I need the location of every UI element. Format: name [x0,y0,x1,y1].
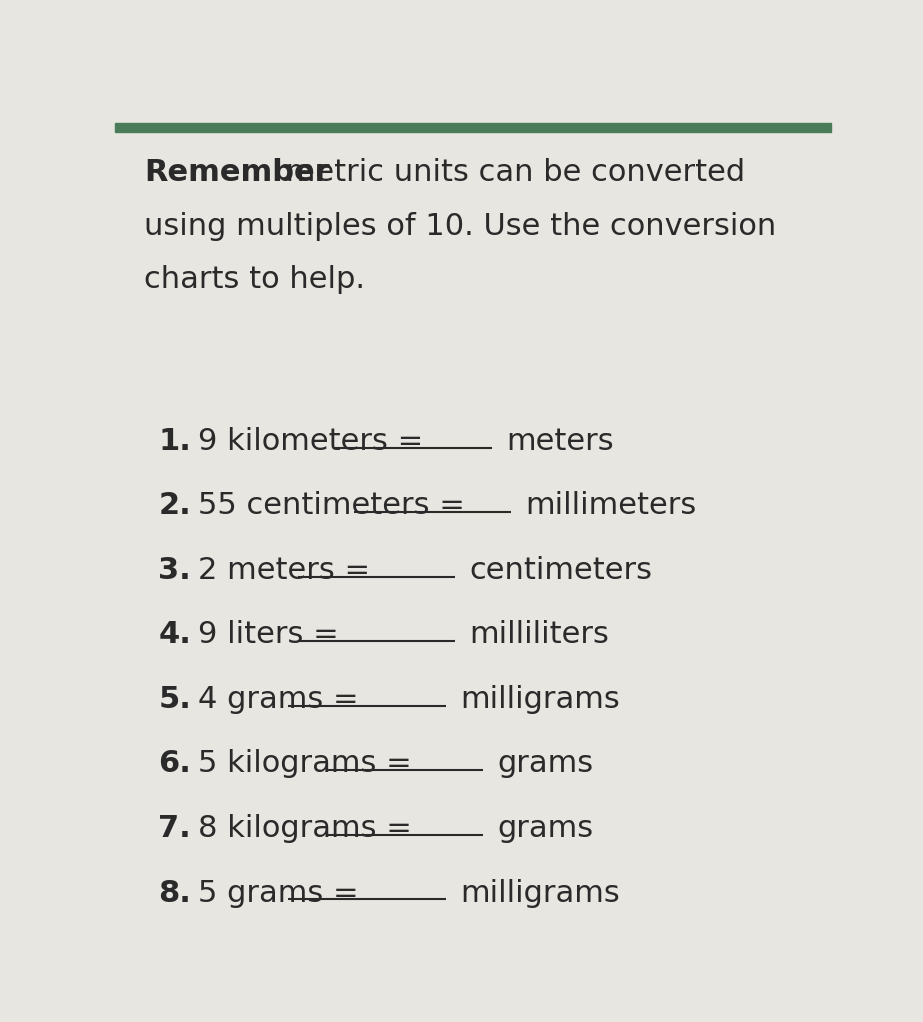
Text: 5.: 5. [159,685,191,714]
Text: milligrams: milligrams [461,685,620,714]
Text: 4.: 4. [159,620,191,649]
Bar [115,123,831,132]
Text: Remember: Remember [144,158,330,187]
Text: 5 kilograms =: 5 kilograms = [198,749,412,779]
Text: milliliters: milliliters [470,620,609,649]
Text: 1.: 1. [159,427,191,456]
Text: milligrams: milligrams [461,879,620,908]
Text: metric units can be converted: metric units can be converted [276,158,746,187]
Text: centimeters: centimeters [470,556,653,585]
Text: 4 grams =: 4 grams = [198,685,358,714]
Text: 5 grams =: 5 grams = [198,879,358,908]
Text: charts to help.: charts to help. [144,265,365,294]
Text: 2 meters =: 2 meters = [198,556,370,585]
Text: grams: grams [497,749,593,779]
Text: 6.: 6. [159,749,191,779]
Text: 8.: 8. [159,879,191,908]
Text: 3.: 3. [159,556,191,585]
Text: 55 centimeters =: 55 centimeters = [198,492,464,520]
Text: 9 liters =: 9 liters = [198,620,339,649]
Text: using multiples of 10. Use the conversion: using multiples of 10. Use the conversio… [144,212,776,240]
Text: 8 kilograms =: 8 kilograms = [198,815,412,843]
Text: grams: grams [497,815,593,843]
Text: 9 kilometers =: 9 kilometers = [198,427,423,456]
Text: meters: meters [507,427,615,456]
Text: 2.: 2. [159,492,191,520]
Text: millimeters: millimeters [525,492,697,520]
Text: 7.: 7. [159,815,191,843]
